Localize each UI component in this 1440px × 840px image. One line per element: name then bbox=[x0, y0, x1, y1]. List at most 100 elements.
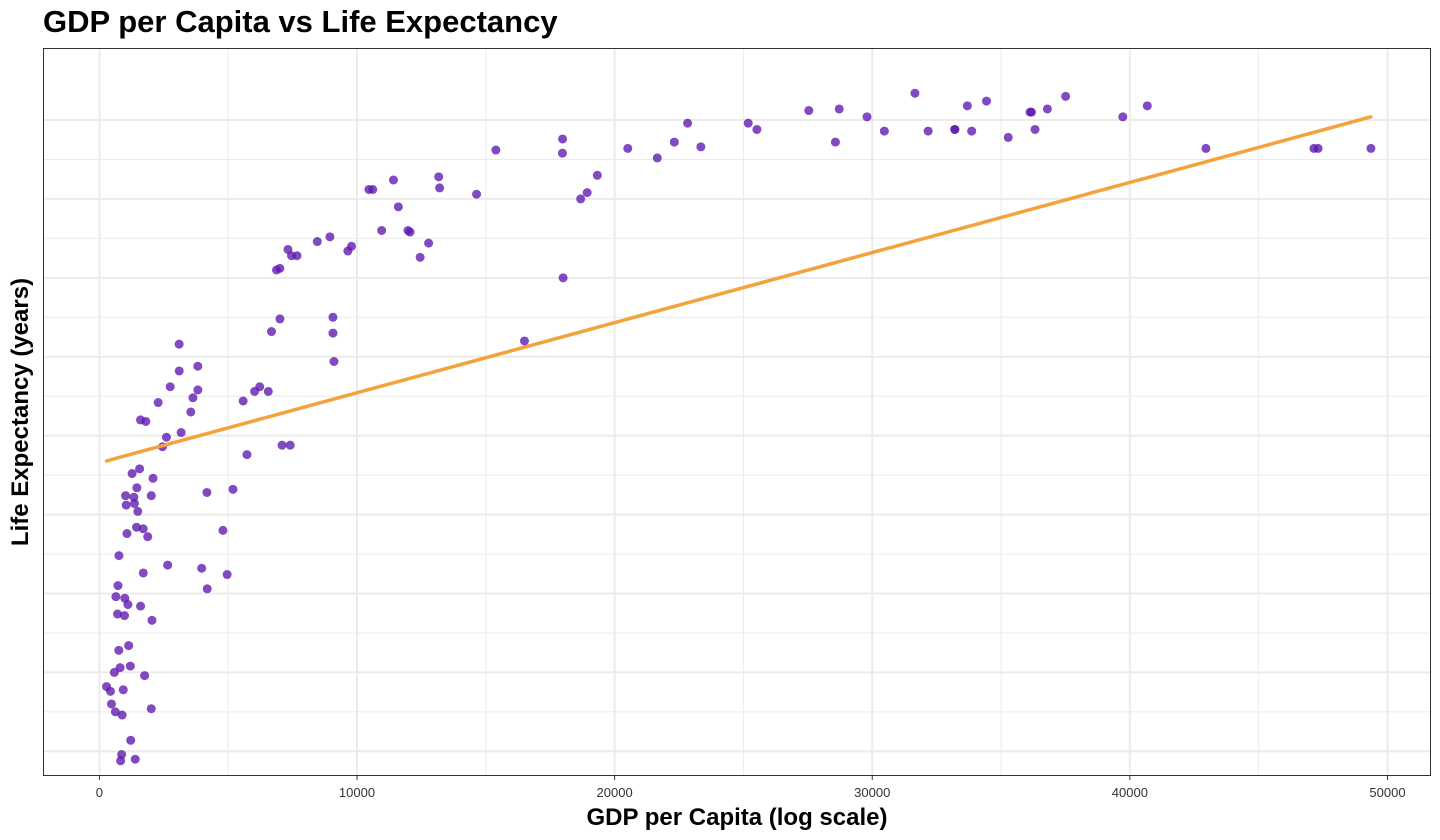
data-point bbox=[138, 568, 148, 578]
data-point bbox=[275, 314, 285, 324]
data-point bbox=[153, 398, 163, 408]
data-point bbox=[652, 153, 662, 163]
data-point bbox=[111, 592, 121, 602]
data-point bbox=[263, 386, 273, 396]
data-point bbox=[118, 685, 128, 695]
data-point bbox=[1061, 91, 1071, 101]
data-point bbox=[197, 563, 207, 573]
data-point bbox=[141, 416, 151, 426]
trend-line bbox=[104, 115, 1373, 463]
data-point bbox=[132, 522, 142, 532]
data-point bbox=[862, 112, 872, 122]
data-point bbox=[186, 407, 196, 417]
data-point bbox=[165, 382, 175, 392]
data-point bbox=[135, 464, 145, 474]
x-tick-label: 40000 bbox=[1112, 785, 1148, 800]
data-point bbox=[147, 615, 157, 625]
data-point bbox=[558, 134, 568, 144]
x-tick-label: 30000 bbox=[854, 785, 890, 800]
data-point bbox=[138, 524, 148, 534]
data-point bbox=[669, 137, 679, 147]
data-point bbox=[218, 525, 228, 535]
data-point bbox=[163, 560, 173, 570]
data-point bbox=[982, 96, 992, 106]
data-point bbox=[133, 506, 143, 516]
data-point bbox=[558, 273, 568, 283]
data-point bbox=[148, 473, 158, 483]
data-point bbox=[950, 124, 960, 134]
data-point bbox=[106, 699, 116, 709]
data-point bbox=[121, 491, 131, 501]
data-point bbox=[124, 641, 134, 651]
data-point bbox=[328, 312, 338, 322]
data-point bbox=[752, 124, 762, 134]
data-point bbox=[285, 440, 295, 450]
data-point bbox=[582, 188, 592, 198]
data-point bbox=[879, 126, 889, 136]
data-point bbox=[1201, 143, 1211, 153]
data-point bbox=[405, 227, 415, 237]
data-point bbox=[623, 143, 633, 153]
data-point bbox=[312, 237, 322, 247]
data-point bbox=[1003, 132, 1013, 142]
data-point bbox=[1313, 143, 1323, 153]
plot-panel-border bbox=[43, 48, 1431, 776]
x-tick-label: 10000 bbox=[339, 785, 375, 800]
data-point bbox=[143, 532, 153, 542]
data-point bbox=[592, 170, 602, 180]
data-point bbox=[129, 499, 139, 509]
data-point bbox=[140, 671, 150, 681]
data-point bbox=[557, 148, 567, 158]
data-point bbox=[830, 137, 840, 147]
data-point bbox=[115, 663, 125, 673]
data-point bbox=[174, 366, 184, 376]
data-point bbox=[388, 175, 398, 185]
data-point bbox=[347, 241, 357, 251]
data-point bbox=[176, 428, 186, 438]
data-point bbox=[435, 183, 445, 193]
data-point bbox=[110, 707, 120, 717]
data-point bbox=[519, 336, 529, 346]
data-points bbox=[102, 88, 1376, 766]
data-point bbox=[228, 484, 238, 494]
data-point bbox=[120, 611, 130, 621]
data-point bbox=[136, 601, 146, 611]
data-point bbox=[967, 126, 977, 136]
x-tick-label: 20000 bbox=[597, 785, 633, 800]
data-point bbox=[804, 106, 814, 116]
data-point bbox=[222, 570, 232, 580]
data-point bbox=[105, 686, 115, 696]
data-point bbox=[1026, 107, 1036, 117]
data-point bbox=[275, 263, 285, 273]
data-point bbox=[202, 487, 212, 497]
data-point bbox=[161, 432, 171, 442]
data-point bbox=[113, 581, 123, 591]
data-point bbox=[114, 551, 124, 561]
data-point bbox=[132, 483, 142, 493]
grid-minor bbox=[44, 49, 1430, 775]
data-point bbox=[434, 172, 444, 182]
x-axis-ticks: 0 10000 20000 30000 40000 50000 bbox=[96, 775, 1406, 800]
chart-title: GDP per Capita vs Life Expectancy bbox=[43, 4, 558, 39]
data-point bbox=[188, 393, 198, 403]
data-point bbox=[238, 396, 248, 406]
data-point bbox=[127, 469, 137, 479]
data-point bbox=[424, 238, 434, 248]
grid-major bbox=[44, 49, 1430, 775]
data-point bbox=[683, 118, 693, 128]
data-point bbox=[415, 252, 425, 262]
data-point bbox=[377, 226, 387, 235]
data-point bbox=[329, 356, 339, 366]
data-point bbox=[122, 529, 132, 539]
data-point bbox=[696, 142, 706, 152]
data-point bbox=[267, 327, 277, 337]
data-point bbox=[174, 339, 184, 349]
data-point bbox=[130, 754, 140, 764]
data-point bbox=[923, 126, 933, 136]
data-point bbox=[962, 101, 972, 111]
data-point bbox=[743, 118, 753, 128]
data-point bbox=[472, 189, 482, 199]
data-point bbox=[123, 600, 133, 610]
data-point bbox=[113, 609, 123, 619]
